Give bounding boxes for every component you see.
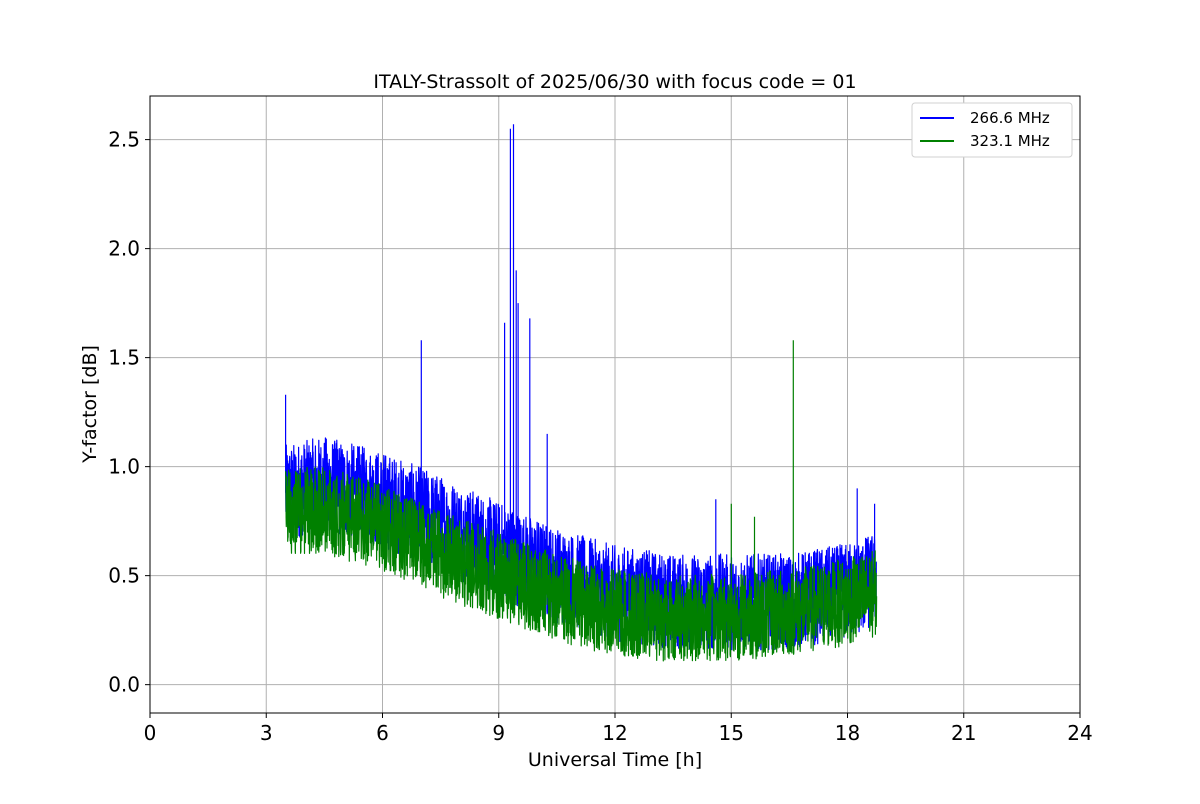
x-tick-label: 24 — [1067, 721, 1092, 745]
series-line-1 — [285, 340, 878, 662]
legend-label-266: 266.6 MHz — [970, 109, 1050, 127]
x-tick-label: 9 — [492, 721, 505, 745]
series-layer — [285, 124, 878, 662]
y-tick-label: 1.5 — [108, 346, 140, 370]
y-tick-label: 2.5 — [108, 128, 140, 152]
x-tick-label: 12 — [602, 721, 627, 745]
x-tick-label: 18 — [835, 721, 860, 745]
tick-layer: 0 3 6 9 12 15 18 21 24 0.0 0.5 1.0 1.5 2.0 2.5 — [108, 128, 1093, 745]
chart-title: ITALY-Strassolt of 2025/06/30 with focus… — [373, 71, 856, 93]
x-tick-label: 21 — [951, 721, 976, 745]
x-tick-label: 6 — [376, 721, 389, 745]
y-axis-label: Y-factor [dB] — [79, 345, 101, 464]
y-tick-label: 0.0 — [108, 673, 140, 697]
y-tick-label: 0.5 — [108, 564, 140, 588]
y-tick-label: 1.0 — [108, 455, 140, 479]
x-tick-label: 3 — [260, 721, 273, 745]
y-tick-label: 2.0 — [108, 237, 140, 261]
legend-box — [911, 102, 1073, 158]
x-axis-label: Universal Time [h] — [528, 749, 702, 771]
x-tick-label: 0 — [144, 721, 157, 745]
legend: 266.6 MHz 323.1 MHz — [911, 102, 1073, 158]
legend-label-323: 323.1 MHz — [970, 132, 1050, 150]
x-tick-label: 15 — [719, 721, 744, 745]
